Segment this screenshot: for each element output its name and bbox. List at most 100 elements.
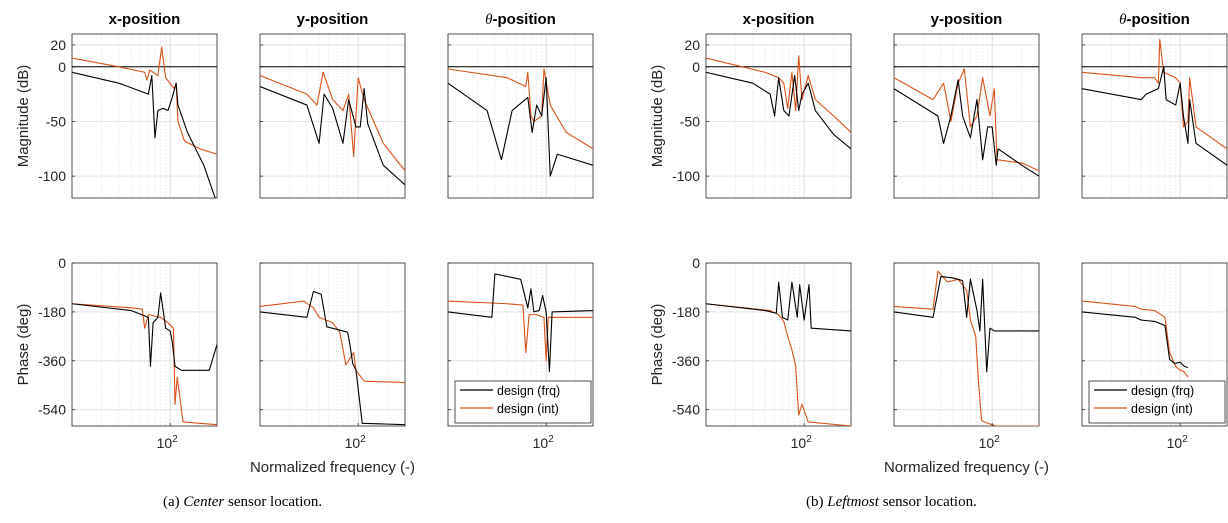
x-tick-label: 102 <box>791 434 813 451</box>
y-tick-label: 20 <box>50 37 66 53</box>
series-int-magnitude <box>894 68 1039 172</box>
legend-box <box>454 380 592 424</box>
series-frq-phase <box>1082 311 1189 369</box>
caption-a-prefix: (a) <box>163 494 184 510</box>
series-frq-phase <box>448 273 593 373</box>
mag-b-1 <box>893 33 1040 199</box>
series-frq-phase <box>894 276 1039 373</box>
y-tick-label: -540 <box>38 402 66 418</box>
x-tick-label: 102 <box>979 434 1001 451</box>
series-int-magnitude <box>72 46 217 155</box>
series-frq-magnitude <box>72 71 216 198</box>
series-frq-magnitude <box>706 71 851 150</box>
legend-entry: design (int) <box>1131 402 1193 416</box>
y-tick-label: -360 <box>38 353 66 369</box>
column-title: y-position <box>297 11 369 28</box>
series-frq-phase <box>72 292 217 371</box>
axes-frame <box>1081 33 1228 199</box>
axes-frame <box>71 262 218 427</box>
series-int-magnitude <box>448 68 593 150</box>
series-int-magnitude <box>1082 38 1227 150</box>
y-tick-label: -50 <box>46 113 66 129</box>
column-title: x-position <box>743 11 815 28</box>
axes-frame <box>705 33 852 199</box>
series-int-phase <box>706 303 851 426</box>
caption-b-prefix: (b) <box>806 494 828 510</box>
y-tick-label: 0 <box>692 59 700 75</box>
legend: design (frq) design (int) <box>454 380 592 424</box>
series-frq-magnitude <box>260 85 405 186</box>
caption-a-emph: Center <box>183 494 225 510</box>
series-frq-magnitude <box>448 77 593 177</box>
series-int-phase <box>1082 300 1189 378</box>
phase-b-0: 0 -180 -360 -540 Phase (deg) 102 <box>649 255 852 451</box>
series-frq-phase <box>260 290 405 426</box>
phase-a-1: 102 <box>259 262 406 451</box>
series-int-phase <box>260 300 405 384</box>
y-axis-label: Magnitude (dB) <box>649 65 666 168</box>
column-title: y-position <box>931 11 1003 28</box>
legend-entry: design (frq) <box>497 384 560 398</box>
legend-entry: design (frq) <box>1131 384 1194 398</box>
caption-a: (a) Center sensor location. <box>163 494 322 511</box>
y-tick-label: -180 <box>38 304 66 320</box>
theta-symbol: θ <box>1119 12 1127 28</box>
caption-b-emph: Leftmost <box>827 494 879 510</box>
phase-b-2: 102 design (frq) design (int) <box>1081 262 1228 451</box>
axes-frame <box>447 33 594 199</box>
series-int-magnitude <box>260 71 405 172</box>
y-tick-label: -50 <box>680 113 700 129</box>
y-tick-label: 20 <box>684 37 700 53</box>
series-int-phase <box>72 303 217 426</box>
column-title: θ-position <box>1119 11 1190 28</box>
axes-frame <box>447 262 594 427</box>
phase-b-1: 102 <box>893 262 1040 451</box>
caption-b-suffix: sensor location. <box>878 494 977 510</box>
y-axis-label: Phase (deg) <box>15 304 32 386</box>
series-frq-magnitude <box>894 79 1039 177</box>
caption-a-suffix: sensor location. <box>224 494 323 510</box>
y-tick-label: -540 <box>672 402 700 418</box>
series-int-magnitude <box>706 55 851 133</box>
axes-frame <box>893 33 1040 199</box>
legend-entry: design (int) <box>497 402 559 416</box>
y-tick-label: 0 <box>58 255 66 271</box>
y-tick-label: -100 <box>672 168 700 184</box>
legend-box <box>1088 380 1226 424</box>
y-tick-label: -100 <box>38 168 66 184</box>
y-tick-label: -360 <box>672 353 700 369</box>
axes-frame <box>259 262 406 427</box>
y-tick-label: 0 <box>58 59 66 75</box>
column-title: θ-position <box>485 11 556 28</box>
series-int-phase <box>448 300 593 362</box>
mag-a-2 <box>447 33 594 199</box>
x-tick-label: 102 <box>533 434 555 451</box>
series-frq-phase <box>706 281 851 332</box>
x-axis-label: Normalized frequency (-) <box>250 459 415 476</box>
theta-symbol: θ <box>485 12 493 28</box>
axes-frame <box>1081 262 1228 427</box>
series-frq-magnitude <box>1082 66 1227 166</box>
mag-b-0: 20 0 -50 -100 Magnitude (dB) <box>649 33 852 199</box>
y-axis-label: Magnitude (dB) <box>15 65 32 168</box>
y-tick-label: -180 <box>672 304 700 320</box>
phase-a-2: 102 design (frq) design (int) <box>447 262 594 451</box>
axes-frame <box>893 262 1040 427</box>
y-tick-label: 0 <box>692 255 700 271</box>
caption-b: (b) Leftmost sensor location. <box>806 494 977 511</box>
mag-b-2 <box>1081 33 1228 199</box>
x-tick-label: 102 <box>1167 434 1189 451</box>
mag-a-0: 20 0 -50 -100 Magnitude (dB) <box>15 33 218 199</box>
x-tick-label: 102 <box>157 434 179 451</box>
legend: design (frq) design (int) <box>1088 380 1226 424</box>
axes-frame <box>71 33 218 199</box>
phase-a-0: 0 -180 -360 -540 Phase (deg) 102 <box>15 255 218 451</box>
mag-a-1 <box>259 33 406 199</box>
series-int-phase <box>894 270 1039 426</box>
x-axis-label: Normalized frequency (-) <box>884 459 1049 476</box>
axes-frame <box>259 33 406 199</box>
axes-frame <box>705 262 852 427</box>
x-tick-label: 102 <box>345 434 367 451</box>
column-title: x-position <box>109 11 181 28</box>
